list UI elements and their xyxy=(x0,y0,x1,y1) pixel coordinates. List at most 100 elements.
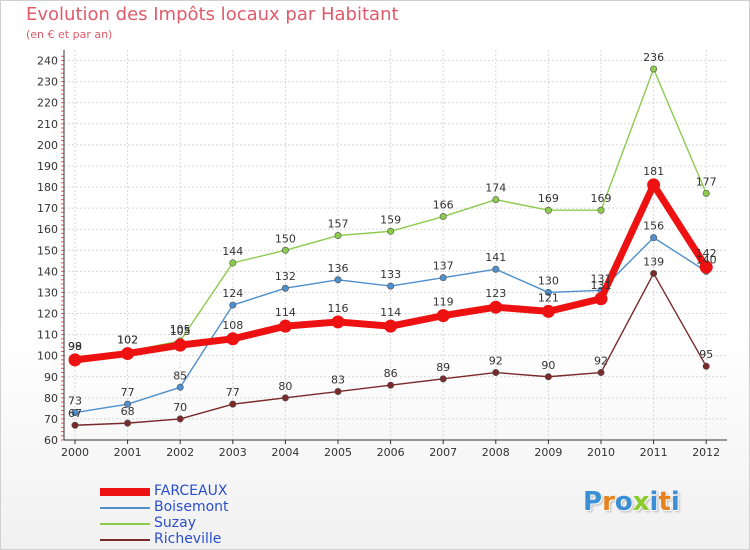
data-point-boisemont xyxy=(229,301,237,309)
data-label-richeville: 68 xyxy=(121,405,135,418)
data-label-suzay: 102 xyxy=(117,333,138,346)
data-point-suzay xyxy=(387,227,395,235)
data-label-farceaux: 181 xyxy=(643,165,664,178)
data-point-boisemont xyxy=(492,265,500,273)
x-tick-label: 2004 xyxy=(271,446,299,459)
data-point-suzay xyxy=(597,206,605,214)
data-label-boisemont: 141 xyxy=(485,251,506,264)
data-point-boisemont xyxy=(439,274,447,282)
data-label-farceaux: 123 xyxy=(485,287,506,300)
y-tick-label: 140 xyxy=(37,265,58,278)
y-tick-label: 200 xyxy=(37,139,58,152)
y-tick-label: 170 xyxy=(37,202,58,215)
x-tick-label: 2000 xyxy=(61,446,89,459)
legend-label-richeville: Richeville xyxy=(154,531,222,547)
data-label-richeville: 90 xyxy=(541,359,555,372)
logo-letter: i xyxy=(670,487,680,517)
data-point-richeville xyxy=(702,362,710,370)
data-point-farceaux xyxy=(647,178,661,192)
data-point-richeville xyxy=(124,419,132,427)
y-tick-label: 180 xyxy=(37,181,58,194)
data-point-farceaux xyxy=(594,292,608,306)
data-label-boisemont: 124 xyxy=(222,287,243,300)
data-label-richeville: 92 xyxy=(489,355,503,368)
data-point-boisemont xyxy=(71,409,79,417)
y-tick-label: 60 xyxy=(44,434,58,447)
data-point-boisemont xyxy=(124,400,132,408)
legend-swatch-suzay xyxy=(100,523,150,525)
chart-title: Evolution des Impôts locaux par Habitant xyxy=(26,4,399,25)
legend-label-suzay: Suzay xyxy=(154,515,196,531)
data-point-suzay xyxy=(439,213,447,221)
data-label-farceaux: 114 xyxy=(380,306,401,319)
legend-label-farceaux: FARCEAUX xyxy=(154,483,228,499)
data-label-suzay: 174 xyxy=(485,182,506,195)
data-label-farceaux: 114 xyxy=(275,306,296,319)
data-label-boisemont: 73 xyxy=(68,395,82,408)
data-label-richeville: 80 xyxy=(278,380,292,393)
data-label-richeville: 139 xyxy=(643,255,664,268)
data-label-boisemont: 132 xyxy=(275,270,296,283)
data-label-suzay: 169 xyxy=(538,192,559,205)
data-label-farceaux: 119 xyxy=(433,296,454,309)
data-label-farceaux: 108 xyxy=(222,319,243,332)
data-point-farceaux xyxy=(278,319,292,333)
data-label-richeville: 67 xyxy=(68,407,82,420)
data-label-boisemont: 136 xyxy=(328,262,349,275)
x-tick-label: 2003 xyxy=(219,446,247,459)
x-tick-label: 2001 xyxy=(114,446,142,459)
data-label-richeville: 95 xyxy=(699,348,713,361)
data-label-farceaux: 102 xyxy=(117,334,138,347)
legend-label-boisemont: Boisemont xyxy=(154,499,229,515)
x-tick-label: 2009 xyxy=(534,446,562,459)
data-point-suzay xyxy=(702,189,710,197)
logo-letter: x xyxy=(632,487,650,517)
data-label-suzay: 157 xyxy=(328,218,349,231)
x-tick-label: 2012 xyxy=(692,446,720,459)
data-label-farceaux: 121 xyxy=(538,291,559,304)
data-point-farceaux xyxy=(226,332,240,346)
data-point-richeville xyxy=(229,400,237,408)
data-label-richeville: 89 xyxy=(436,361,450,374)
logo-letter: o xyxy=(614,487,633,517)
data-point-suzay xyxy=(650,65,658,73)
data-point-richeville xyxy=(334,388,342,396)
logo-letter: r xyxy=(602,487,615,517)
y-tick-label: 130 xyxy=(37,286,58,299)
x-tick-label: 2005 xyxy=(324,446,352,459)
data-point-boisemont xyxy=(176,383,184,391)
data-point-farceaux xyxy=(384,319,398,333)
data-label-farceaux: 142 xyxy=(696,247,717,260)
data-point-farceaux xyxy=(541,304,555,318)
x-tick-label: 2008 xyxy=(482,446,510,459)
legend-item-richeville: Richeville xyxy=(100,531,320,548)
data-label-boisemont: 137 xyxy=(433,260,454,273)
data-point-richeville xyxy=(387,381,395,389)
data-label-farceaux: 116 xyxy=(328,302,349,315)
data-point-richeville xyxy=(439,375,447,383)
data-point-richeville xyxy=(281,394,289,402)
y-tick-label: 240 xyxy=(37,55,58,68)
data-label-richeville: 70 xyxy=(173,401,187,414)
y-tick-label: 220 xyxy=(37,97,58,110)
logo-letter: t xyxy=(658,487,671,517)
data-point-farceaux xyxy=(699,260,713,274)
data-label-boisemont: 77 xyxy=(121,386,135,399)
data-point-boisemont xyxy=(281,284,289,292)
legend-swatch-richeville xyxy=(100,539,150,541)
legend-swatch-boisemont xyxy=(100,507,150,509)
data-point-boisemont xyxy=(334,276,342,284)
data-point-boisemont xyxy=(544,288,552,296)
data-point-boisemont xyxy=(387,282,395,290)
legend-item-farceaux: FARCEAUX xyxy=(100,483,320,500)
y-tick-label: 210 xyxy=(37,118,58,131)
x-tick-label: 2007 xyxy=(429,446,457,459)
data-point-richeville xyxy=(71,421,79,429)
y-tick-label: 80 xyxy=(44,392,58,405)
chart-subtitle: (en € et par an) xyxy=(26,28,113,41)
y-tick-label: 110 xyxy=(37,329,58,342)
data-label-suzay: 166 xyxy=(433,199,454,212)
y-tick-label: 190 xyxy=(37,160,58,173)
data-label-suzay: 144 xyxy=(222,245,243,258)
